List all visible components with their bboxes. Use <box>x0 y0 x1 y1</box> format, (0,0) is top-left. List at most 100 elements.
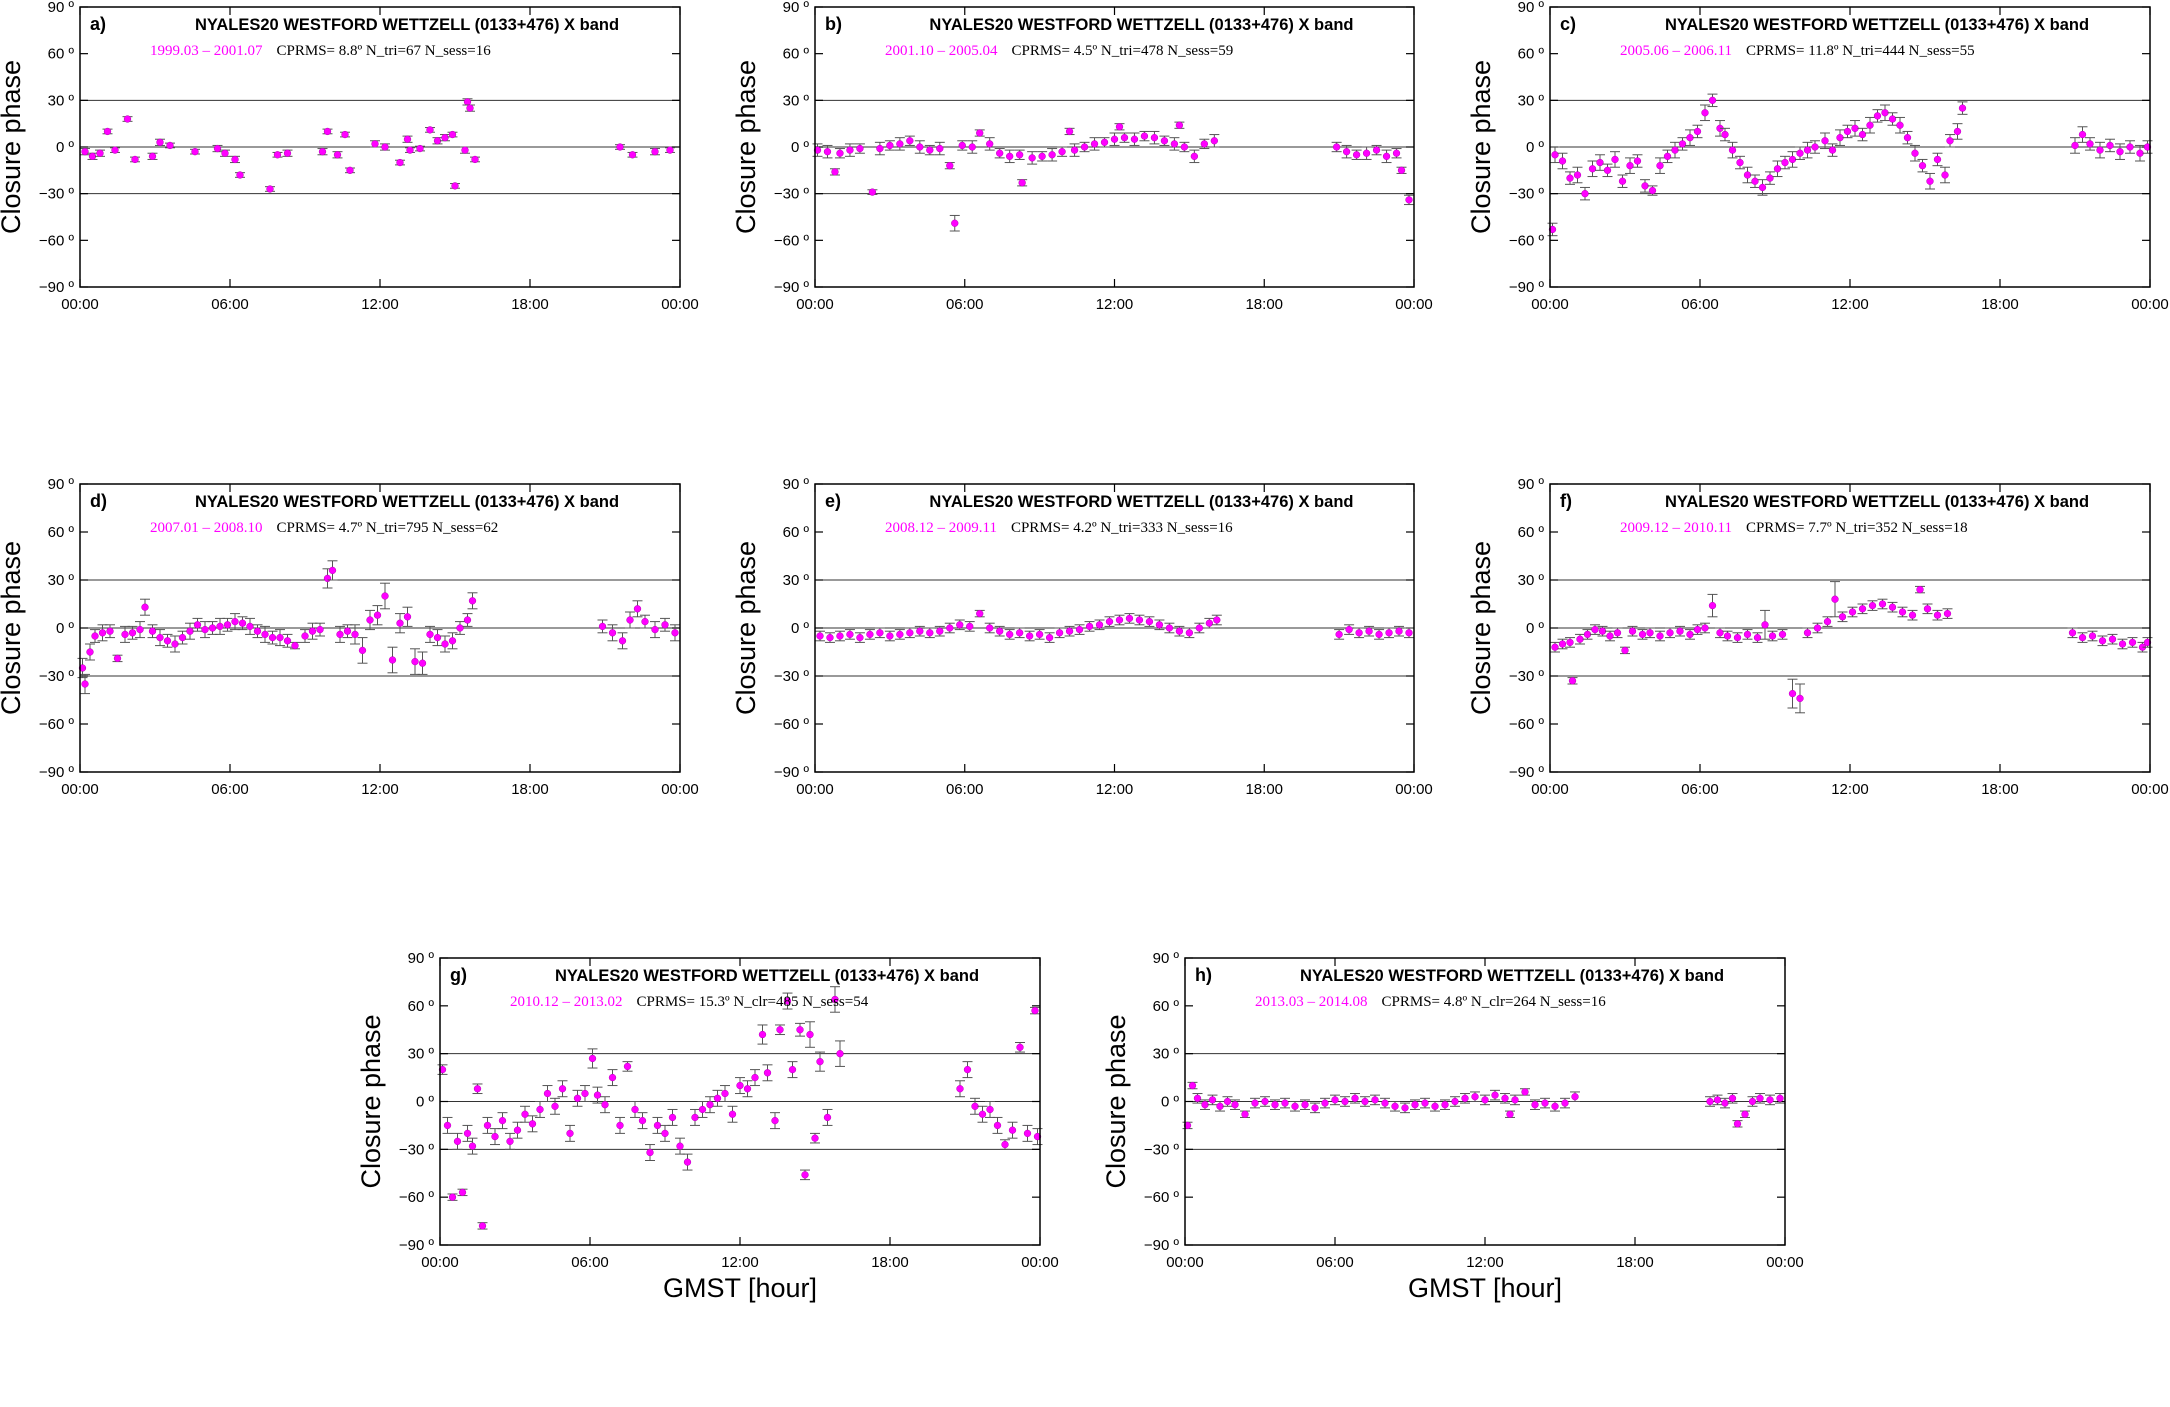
data-point <box>661 621 669 629</box>
data-point <box>846 630 854 639</box>
data-point <box>631 1105 639 1114</box>
data-point <box>1551 643 1559 651</box>
data-point <box>223 621 232 629</box>
data-point <box>1205 619 1213 627</box>
data-point <box>136 625 144 634</box>
data-point <box>1392 149 1401 157</box>
y-tick-label: −60 º <box>39 716 75 733</box>
data-point <box>1405 196 1413 204</box>
data-point <box>253 627 262 635</box>
y-axis-label: Closure phase <box>731 541 761 715</box>
data-point <box>453 1137 462 1146</box>
data-point <box>771 1116 779 1125</box>
data-point <box>148 152 157 160</box>
data-point <box>608 629 617 637</box>
data-point <box>1803 146 1812 154</box>
data-point <box>956 1085 964 1093</box>
data-point <box>1281 1099 1289 1107</box>
data-point <box>1678 140 1687 148</box>
data-point <box>1058 148 1066 156</box>
data-point <box>1666 629 1674 637</box>
data-point <box>1208 1096 1217 1104</box>
data-point <box>971 1102 979 1110</box>
data-point <box>1183 1121 1192 1130</box>
data-point <box>876 144 884 153</box>
data-point <box>1155 621 1164 629</box>
y-axis-label: Closure phase <box>1466 541 1496 715</box>
data-point <box>1701 109 1709 117</box>
data-point <box>1708 96 1717 104</box>
data-point <box>1946 137 1954 145</box>
data-point <box>743 1085 752 1093</box>
data-point <box>1028 154 1036 162</box>
y-tick-label: 0 º <box>1526 139 1545 156</box>
y-tick-label: −60 º <box>774 716 810 733</box>
data-point <box>343 627 352 635</box>
data-point <box>1175 121 1184 129</box>
chart-info: 1999.03 – 2001.07 CPRMS= 8.8º N_tri=67 N_… <box>150 43 491 59</box>
data-point <box>651 148 659 156</box>
stats: CPRMS= 4.5º N_tri=478 N_sess=59 <box>1012 43 1234 59</box>
data-point <box>328 566 337 575</box>
data-point <box>1185 629 1194 637</box>
data-point <box>1958 104 1967 112</box>
data-point <box>156 138 164 146</box>
data-point <box>1311 1104 1319 1112</box>
data-point <box>836 149 844 157</box>
y-tick-label: 0 º <box>56 139 75 156</box>
data-point <box>1686 134 1694 142</box>
data-point <box>1241 1110 1249 1118</box>
data-point <box>958 141 966 150</box>
data-point <box>1858 605 1867 613</box>
data-point <box>1613 629 1622 637</box>
data-point <box>1045 633 1054 642</box>
data-point <box>1788 155 1797 164</box>
data-point <box>1568 677 1577 685</box>
data-point <box>633 605 642 613</box>
data-point <box>1405 629 1413 637</box>
panel-label: b) <box>825 14 842 34</box>
data-point <box>1823 617 1832 626</box>
data-point <box>1095 621 1104 629</box>
chart-title: NYALES20 WESTFORD WETTZELL (0133+476) X … <box>1300 967 1724 985</box>
data-point <box>1628 627 1637 635</box>
data-point <box>371 140 379 148</box>
chart-info: 2001.10 – 2005.04 CPRMS= 4.5º N_tri=478 N… <box>885 43 1233 59</box>
data-point <box>1903 134 1912 142</box>
x-tick-label: 00:00 <box>1166 1254 1204 1271</box>
data-point <box>1923 605 1932 613</box>
data-point <box>1110 135 1119 143</box>
data-point <box>463 616 472 624</box>
data-point <box>1743 630 1752 639</box>
y-tick-label: 30 º <box>783 572 810 589</box>
data-point <box>1933 155 1942 164</box>
data-point <box>106 627 114 635</box>
data-point <box>1633 157 1642 165</box>
y-tick-label: 90 º <box>783 476 810 493</box>
data-point <box>1135 616 1144 624</box>
data-point <box>1372 146 1381 154</box>
data-point <box>1776 1094 1784 1102</box>
data-point <box>1023 1129 1032 1138</box>
data-point <box>698 1105 707 1114</box>
data-point <box>1848 608 1857 616</box>
x-tick-label: 06:00 <box>946 296 984 313</box>
data-point <box>1080 143 1089 151</box>
data-point <box>1788 689 1797 698</box>
data-point <box>238 619 247 627</box>
y-tick-label: 90 º <box>1518 476 1545 493</box>
data-point <box>236 171 244 179</box>
data-point <box>566 1129 574 1138</box>
data-point <box>433 137 442 145</box>
y-tick-label: 30 º <box>48 572 75 589</box>
data-point <box>1352 151 1361 159</box>
data-point <box>1603 166 1612 174</box>
y-tick-label: 30 º <box>1518 92 1545 109</box>
chart-info: 2009.12 – 2010.11 CPRMS= 7.7º N_tri=352 N… <box>1620 520 1968 536</box>
chart-title: NYALES20 WESTFORD WETTZELL (0133+476) X … <box>929 493 1353 511</box>
data-point <box>141 603 149 611</box>
data-point <box>966 622 974 631</box>
data-point <box>426 126 434 134</box>
date-range: 1999.03 – 2001.07 <box>150 43 263 59</box>
data-point <box>978 1110 987 1118</box>
